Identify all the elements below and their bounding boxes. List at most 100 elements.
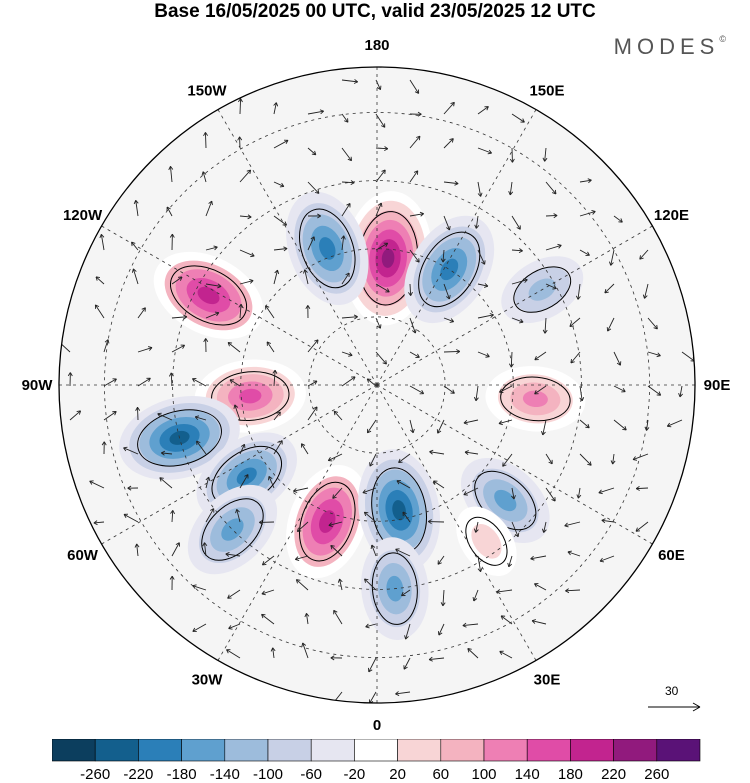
wind-arrow bbox=[473, 589, 479, 602]
wind-arrow bbox=[577, 487, 581, 499]
wind-arrow bbox=[443, 102, 455, 115]
wind-arrow-head bbox=[203, 132, 209, 137]
wind-arrow bbox=[365, 623, 377, 628]
polar-map: 180 150E 120E 90E 60E 30E 0 30W 60W 90W 120W 150W bbox=[22, 37, 731, 734]
wind-arrow bbox=[157, 413, 173, 421]
wind-arrow-head bbox=[552, 189, 557, 195]
wind-arrow bbox=[375, 169, 386, 183]
wind-arrow bbox=[202, 171, 207, 183]
wind-arrow bbox=[93, 521, 105, 524]
wind-arrow-head bbox=[498, 420, 503, 426]
wind-arrow-head bbox=[366, 378, 372, 383]
wind-arrow-head bbox=[608, 261, 614, 266]
wind-arrow-head bbox=[183, 314, 188, 320]
longitude-label-90e: 90E bbox=[704, 377, 731, 394]
wind-arrow bbox=[131, 241, 139, 251]
colorbar-tick-label: 60 bbox=[432, 766, 449, 783]
wind-arrow-head bbox=[294, 556, 300, 561]
wind-arrow bbox=[679, 385, 683, 398]
wind-arrow-head bbox=[261, 590, 266, 596]
wind-arrow-head bbox=[332, 494, 337, 499]
wind-arrow-head bbox=[313, 406, 318, 411]
wind-arrow-head bbox=[296, 527, 302, 532]
wind-arrow bbox=[477, 106, 489, 115]
wind-arrow bbox=[569, 317, 581, 327]
wind-arrow bbox=[402, 511, 411, 523]
wind-arrow-head bbox=[147, 346, 153, 351]
wind-arrow bbox=[531, 620, 547, 625]
wind-arrow-head bbox=[353, 314, 358, 320]
anomaly-contour bbox=[239, 388, 262, 404]
wind-arrow bbox=[443, 138, 454, 149]
wind-arrow-head bbox=[104, 339, 110, 344]
wind-arrow-head bbox=[169, 575, 175, 580]
wind-arrow bbox=[341, 351, 353, 356]
wind-arrow bbox=[511, 279, 528, 285]
wind-arrow-head bbox=[414, 89, 420, 94]
anomaly-contour bbox=[319, 510, 336, 533]
wind-arrow bbox=[135, 200, 139, 217]
wind-arrow-head bbox=[314, 189, 320, 194]
wind-arrow-head bbox=[419, 389, 425, 395]
wind-arrow bbox=[171, 510, 174, 523]
colorbar: -260 -220 -180 -140 -100 -60 -20 20 60 100 140 180 2… bbox=[52, 739, 701, 783]
wind-arrow bbox=[409, 135, 421, 149]
wind-arrow-head bbox=[250, 252, 255, 258]
wind-arrow-head bbox=[531, 619, 537, 624]
colorbar-swatch bbox=[613, 739, 658, 762]
wind-arrow bbox=[307, 147, 317, 156]
wind-arrow bbox=[570, 351, 581, 364]
wind-arrow-head bbox=[507, 562, 512, 568]
wind-arrow bbox=[375, 283, 390, 293]
wind-arrow-head bbox=[473, 528, 479, 533]
wind-arrow-head bbox=[305, 305, 311, 310]
wind-arrow bbox=[375, 242, 388, 251]
anomaly-contour bbox=[494, 489, 517, 512]
wind-arrow-head bbox=[509, 158, 515, 163]
wind-arrow-head bbox=[383, 242, 389, 247]
wind-arrow-head bbox=[134, 543, 140, 548]
wind-arrow bbox=[511, 113, 525, 123]
wind-arrow bbox=[234, 404, 241, 421]
wind-arrow bbox=[401, 589, 411, 597]
wind-arrow bbox=[161, 452, 173, 455]
wind-arrow-head bbox=[370, 544, 376, 550]
anomaly-contour bbox=[319, 237, 336, 260]
wind-arrow bbox=[433, 480, 445, 489]
wind-arrow bbox=[429, 451, 445, 455]
wind-arrow-head bbox=[227, 594, 232, 599]
wind-arrow-head bbox=[328, 522, 333, 528]
wind-vectors bbox=[59, 79, 695, 703]
wind-arrow bbox=[438, 623, 445, 636]
wind-arrow-head bbox=[89, 480, 94, 485]
wind-arrow bbox=[544, 147, 547, 162]
wind-arrow bbox=[171, 542, 180, 557]
wind-arrow bbox=[137, 377, 151, 387]
anomaly-layer bbox=[59, 67, 695, 703]
wind-arrow bbox=[477, 555, 482, 572]
wind-arrow-head bbox=[408, 291, 413, 296]
wind-arrow-head bbox=[511, 495, 516, 500]
wind-arrow-head bbox=[194, 415, 200, 421]
wind-arrow bbox=[273, 215, 287, 226]
wind-arrow-head bbox=[376, 85, 382, 91]
wind-arrow bbox=[273, 370, 276, 387]
wind-arrow-head bbox=[170, 510, 175, 515]
longitude-label-90w: 90W bbox=[22, 377, 54, 394]
longitude-label-120w: 120W bbox=[63, 207, 103, 224]
wind-arrow bbox=[330, 545, 343, 557]
wind-arrow bbox=[205, 283, 222, 287]
wind-arrow-head bbox=[599, 557, 605, 563]
wind-arrow bbox=[69, 410, 81, 421]
wind-arrow bbox=[368, 657, 377, 673]
colorbar-tick-label: -60 bbox=[300, 766, 322, 783]
wind-arrow bbox=[132, 268, 139, 285]
wind-arrow bbox=[681, 351, 695, 362]
wind-arrow bbox=[100, 234, 105, 251]
wind-arrow-head bbox=[541, 430, 546, 436]
wind-arrow bbox=[498, 419, 513, 425]
wind-arrow bbox=[307, 406, 318, 421]
wind-arrow bbox=[341, 113, 349, 123]
wind-arrow bbox=[545, 244, 562, 251]
chart-title: Base 16/05/2025 00 UTC, valid 23/05/2025… bbox=[154, 1, 596, 22]
